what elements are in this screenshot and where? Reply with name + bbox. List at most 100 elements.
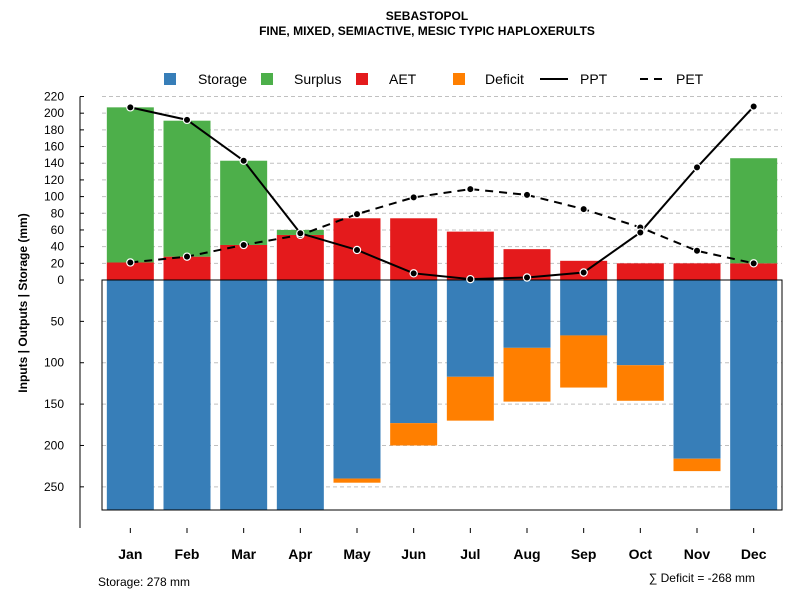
point-ppt-nov	[692, 163, 702, 172]
bar-deficit-nov	[673, 458, 721, 472]
bar-aet-jan	[106, 262, 154, 280]
y-axis-label: Inputs | Outputs | Storage (mm)	[16, 213, 30, 392]
x-tick-label-mar: Mar	[231, 546, 256, 562]
y-tick-label: 40	[51, 240, 65, 254]
chart-subtitle: FINE, MIXED, SEMIACTIVE, MESIC TYPIC HAP…	[259, 24, 595, 38]
point-pet-jan	[126, 258, 135, 267]
bar-aet-jul	[446, 231, 494, 280]
legend-swatch-deficit	[453, 73, 465, 85]
bar-storage-nov	[673, 280, 721, 459]
gridlines	[102, 96, 782, 488]
x-tick-label-apr: Apr	[288, 546, 313, 562]
line-ppt	[130, 105, 755, 281]
y-tick-label: 150	[44, 397, 64, 411]
x-tick-label-nov: Nov	[684, 546, 711, 562]
bar-aet-feb	[163, 256, 211, 280]
bar-storage-jun	[390, 280, 438, 424]
bar-storage-jul	[446, 280, 494, 377]
bar-storage-jan	[106, 280, 154, 510]
y-tick-label: 50	[51, 314, 65, 328]
storage-footnote: Storage: 278 mm	[98, 575, 190, 589]
point-pet-mar	[239, 240, 248, 250]
x-tick-label-may: May	[343, 546, 370, 562]
legend-label-pet: PET	[676, 71, 704, 87]
y-tick-label: 220	[44, 90, 64, 104]
bar-deficit-sep	[560, 335, 608, 388]
point-ppt-may	[352, 245, 362, 255]
bar-surplus-feb	[163, 120, 211, 257]
legend-label-surplus: Surplus	[294, 71, 341, 87]
y-tick-label: 20	[51, 256, 65, 270]
bar-surplus-mar	[220, 160, 268, 245]
point-ppt-apr	[296, 229, 305, 238]
bar-storage-oct	[616, 280, 664, 366]
bar-aet-dec	[730, 263, 778, 280]
point-ppt-dec	[749, 102, 758, 111]
x-tick-label-jul: Jul	[460, 546, 480, 562]
bar-deficit-jun	[390, 423, 438, 446]
bar-deficit-may	[333, 478, 381, 483]
chart-title: SEBASTOPOL	[386, 9, 468, 23]
point-pet-aug	[522, 190, 532, 200]
bar-deficit-oct	[616, 365, 664, 401]
y-tick-label: 140	[44, 156, 64, 170]
point-ppt-jun	[409, 269, 418, 278]
bar-storage-apr	[276, 280, 324, 510]
bar-storage-mar	[220, 280, 268, 510]
bars-group	[106, 107, 778, 510]
lines-group	[126, 102, 758, 284]
y-tick-label: 60	[51, 223, 65, 237]
y-tick-label: 80	[51, 206, 65, 220]
bar-storage-sep	[560, 280, 608, 336]
y-tick-label: 200	[44, 106, 64, 120]
point-ppt-feb	[182, 115, 192, 125]
y-tick-label: 0	[57, 273, 64, 287]
storage-frame	[101, 279, 783, 511]
point-ppt-jan	[126, 103, 135, 112]
bar-storage-feb	[163, 280, 211, 510]
x-tick-label-jun: Jun	[401, 546, 426, 562]
bar-storage-may	[333, 280, 381, 479]
x-tick-label-oct: Oct	[629, 546, 653, 562]
x-tick-label-jan: Jan	[118, 546, 142, 562]
legend-label-storage: Storage	[198, 71, 247, 87]
bar-surplus-jan	[106, 107, 154, 263]
bar-aet-apr	[276, 234, 324, 280]
line-pet	[130, 188, 754, 265]
legend-label-ppt: PPT	[580, 71, 608, 87]
deficit-footnote: ∑ Deficit = -268 mm	[649, 571, 755, 585]
bar-aet-mar	[220, 244, 268, 280]
bar-storage-dec	[730, 280, 778, 510]
point-ppt-sep	[579, 268, 588, 277]
point-pet-feb	[182, 252, 192, 261]
bar-surplus-dec	[730, 158, 778, 264]
x-tick-label-feb: Feb	[175, 546, 200, 562]
point-pet-jul	[466, 184, 475, 194]
x-tick-label-dec: Dec	[741, 546, 767, 562]
point-ppt-aug	[522, 273, 532, 282]
point-ppt-oct	[636, 228, 645, 237]
bar-storage-aug	[503, 280, 551, 348]
point-pet-jun	[409, 193, 418, 202]
point-ppt-jul	[466, 274, 475, 284]
x-tick-label-aug: Aug	[513, 546, 540, 562]
x-tick-label-sep: Sep	[571, 546, 597, 562]
point-pet-sep	[579, 204, 588, 214]
y-tick-label: 100	[44, 356, 64, 370]
y-tick-label: 200	[44, 438, 64, 452]
point-ppt-mar	[239, 156, 248, 165]
legend: Storage Surplus AET Deficit PPT PET	[164, 71, 704, 87]
y-tick-label: 250	[44, 480, 64, 494]
y-tick-label: 120	[44, 173, 64, 187]
bar-deficit-aug	[503, 347, 551, 402]
legend-swatch-storage	[164, 73, 176, 85]
point-pet-nov	[692, 246, 702, 256]
legend-swatch-surplus	[261, 73, 273, 85]
bar-aet-nov	[673, 263, 721, 280]
y-tick-label: 160	[44, 140, 64, 154]
point-pet-may	[352, 209, 362, 219]
point-pet-dec	[749, 259, 758, 268]
legend-label-aet: AET	[389, 71, 417, 87]
axes-group: 0 20 40 60 80 100 120 140 160 180 200 220 50 100 150 20…	[44, 90, 783, 562]
